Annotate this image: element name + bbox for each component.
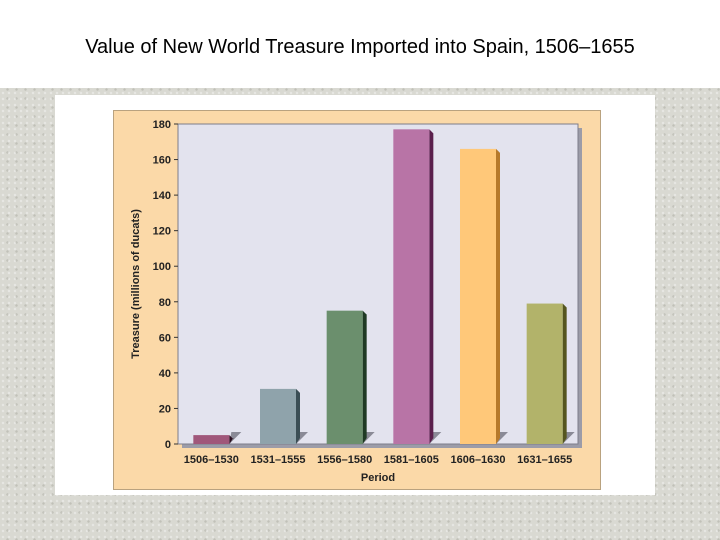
x-tick-label: 1631–1655 — [517, 454, 572, 466]
y-tick-label: 180 — [153, 119, 171, 131]
bar-1606–1630 — [460, 148, 496, 444]
slide-title: Value of New World Treasure Imported int… — [85, 36, 635, 58]
bar-side-shadow — [229, 435, 234, 444]
bar-side-shadow — [496, 148, 500, 444]
x-tick-label: 1581–1605 — [384, 454, 439, 466]
x-axis-label: Period — [361, 472, 395, 484]
x-tick-label: 1531–1555 — [250, 454, 305, 466]
bar-side-shadow — [429, 129, 434, 445]
bar-1581–1605 — [393, 129, 430, 445]
y-tick-label: 100 — [153, 261, 171, 273]
y-tick-label: 120 — [153, 226, 171, 238]
y-tick-label: 80 — [159, 297, 171, 309]
title-band — [0, 0, 720, 88]
y-tick-label: 160 — [153, 155, 171, 167]
plot-area — [177, 123, 579, 445]
y-tick-label: 0 — [165, 439, 171, 451]
bar-side-shadow — [296, 388, 300, 444]
x-tick-label: 1606–1630 — [450, 454, 505, 466]
y-tick-label: 140 — [153, 190, 171, 202]
bar-side-shadow — [362, 310, 367, 444]
x-tick-label: 1556–1580 — [317, 454, 372, 466]
y-tick-label: 40 — [159, 368, 171, 380]
bar-1531–1555 — [260, 388, 296, 444]
bar-side-shadow — [562, 303, 567, 444]
bar-floor-shadow — [229, 432, 242, 444]
bar-1506–1530 — [193, 435, 230, 444]
y-axis-label: Treasure (millions of ducats) — [130, 209, 142, 359]
bar-1631–1655 — [526, 303, 563, 444]
x-tick-label: 1506–1530 — [184, 454, 239, 466]
y-tick-label: 20 — [159, 403, 171, 415]
y-tick-label: 60 — [159, 332, 171, 344]
bar-1556–1580 — [326, 310, 363, 444]
